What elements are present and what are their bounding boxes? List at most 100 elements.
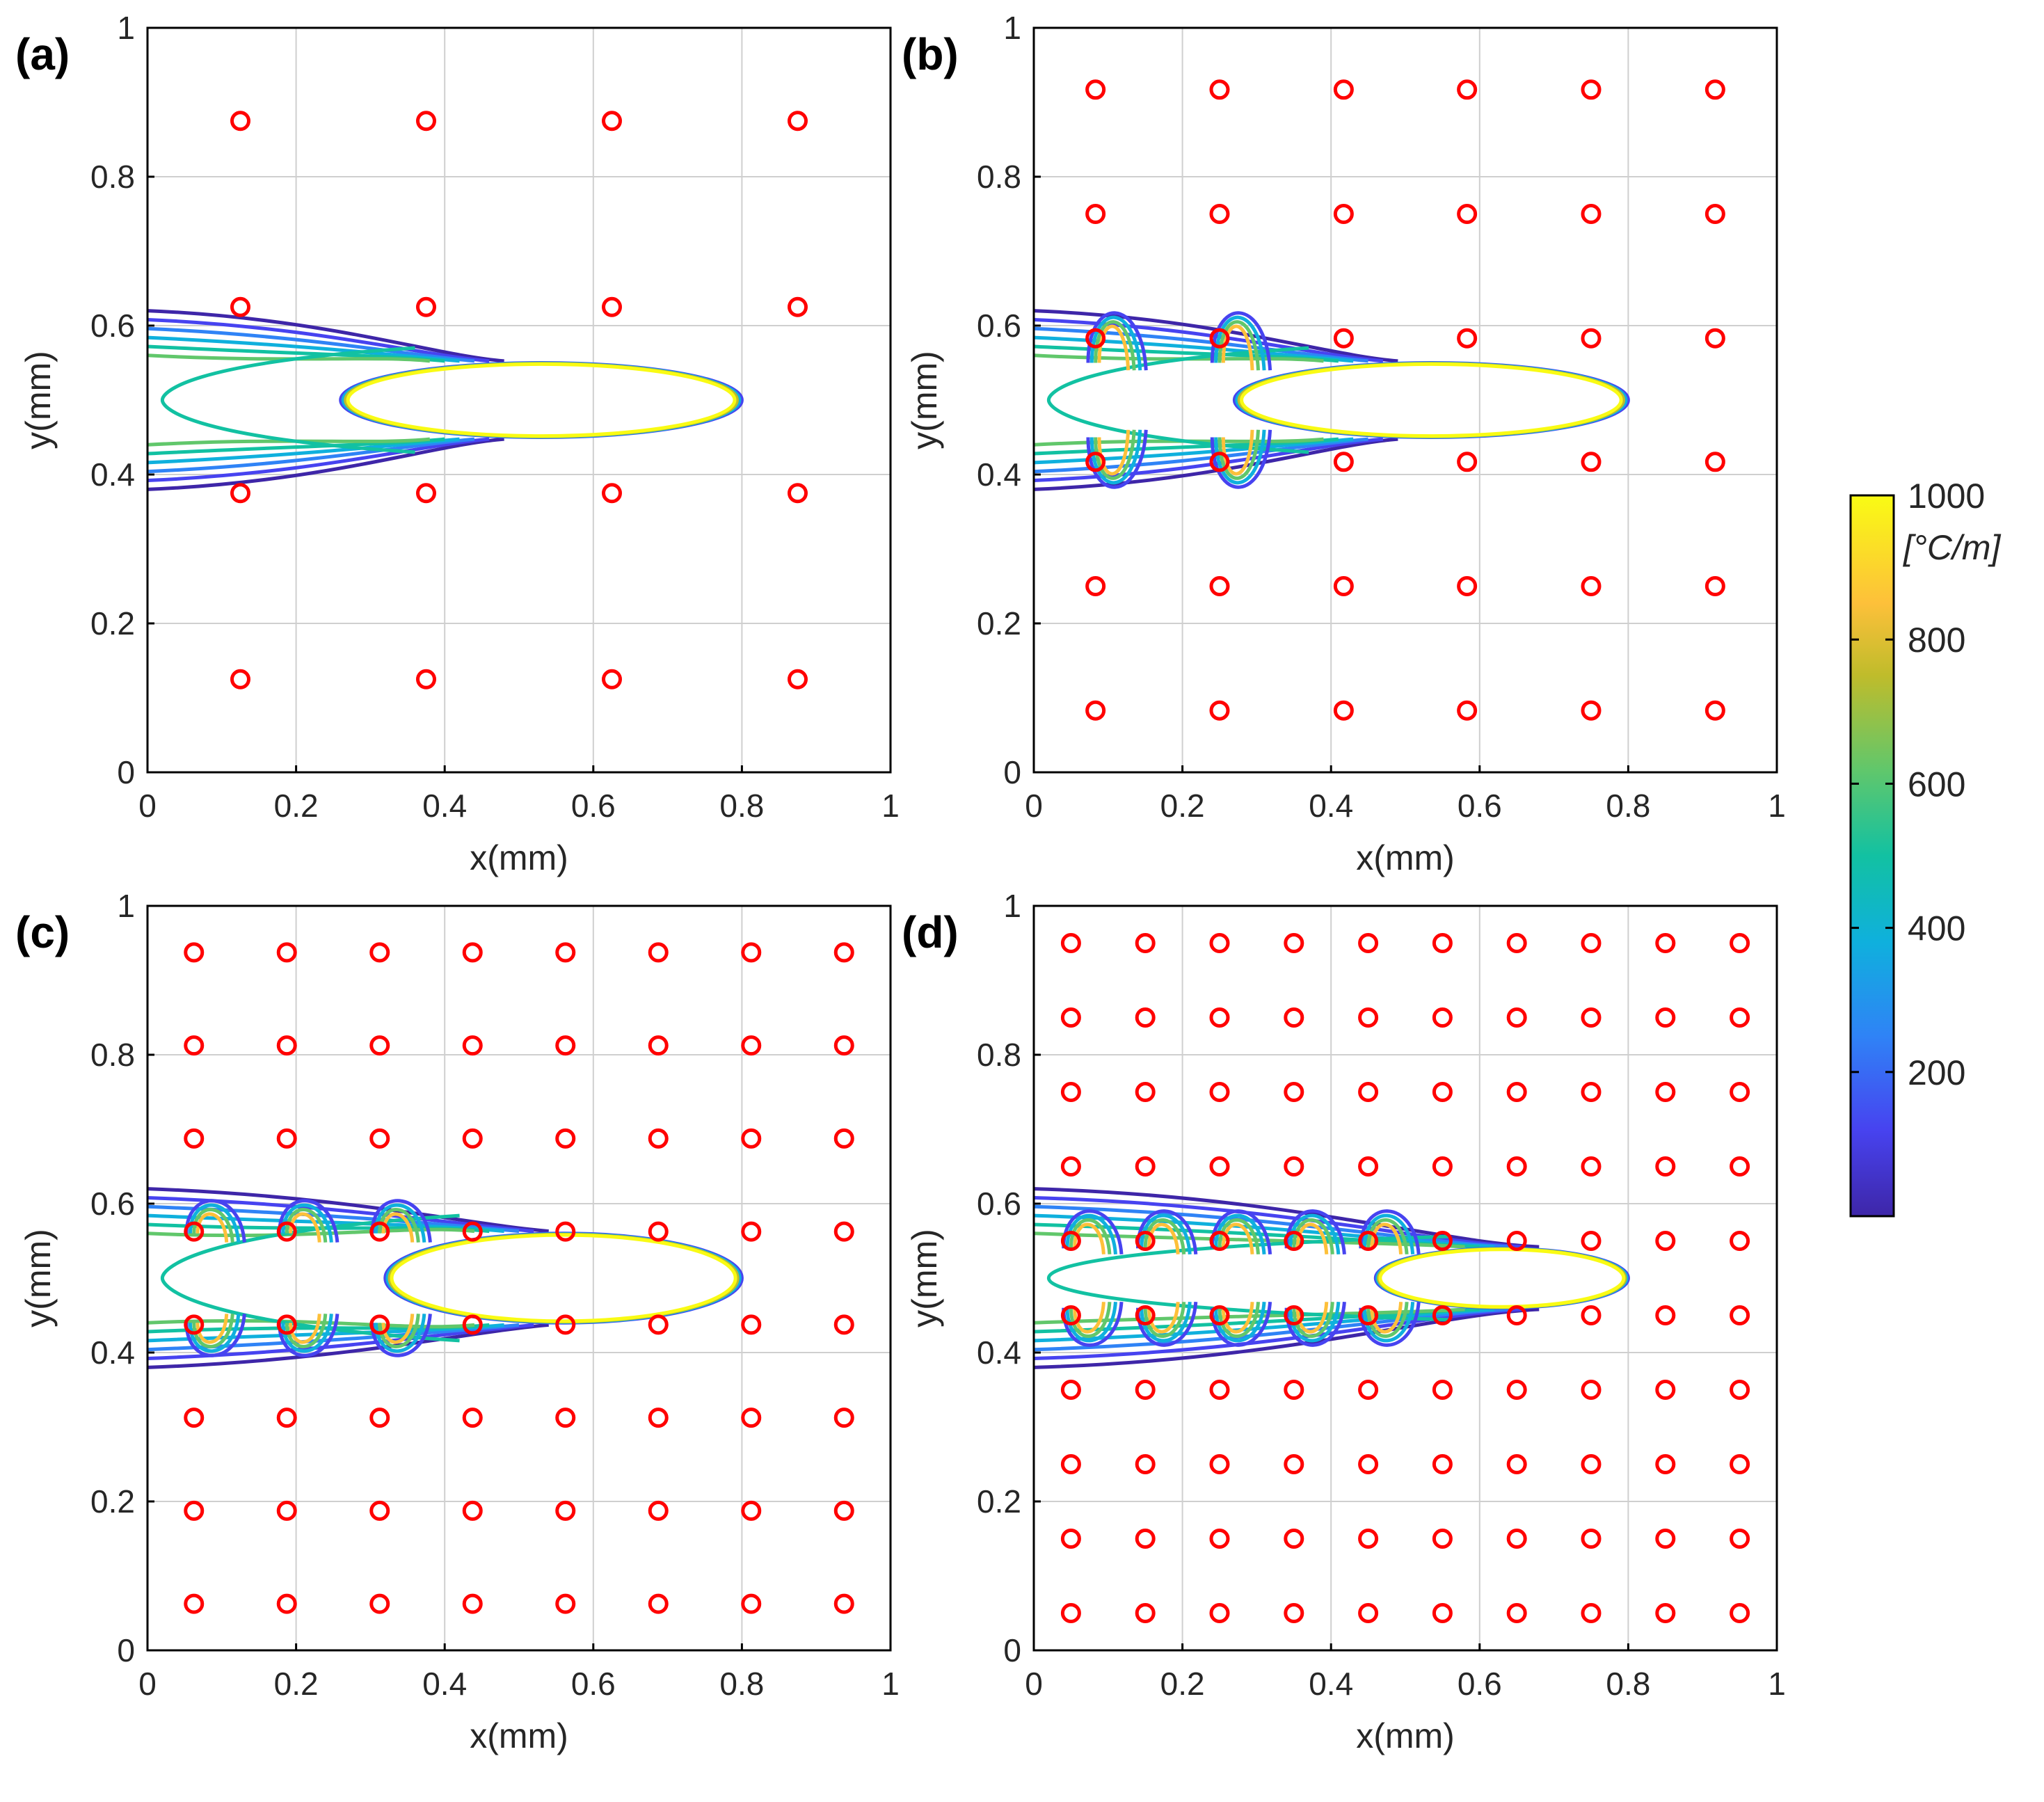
contour-line bbox=[1366, 1218, 1409, 1254]
contour-line bbox=[1221, 1222, 1254, 1254]
marker-point bbox=[1135, 1603, 1156, 1623]
marker-point bbox=[184, 942, 205, 963]
x-tick-label: 0.2 bbox=[274, 788, 319, 824]
marker-point bbox=[741, 1314, 762, 1335]
marker-point bbox=[1209, 1082, 1230, 1102]
marker-point bbox=[1085, 328, 1106, 349]
marker-point bbox=[555, 942, 576, 963]
marker-point bbox=[555, 1408, 576, 1428]
marker-point bbox=[276, 1314, 297, 1335]
marker-point bbox=[1209, 1454, 1230, 1474]
marker-point bbox=[462, 1314, 483, 1335]
contour-ellipse bbox=[346, 362, 737, 438]
marker-point bbox=[369, 1128, 390, 1149]
marker-point bbox=[648, 942, 669, 963]
marker-point bbox=[1457, 79, 1478, 100]
contour-line bbox=[184, 1314, 246, 1357]
marker-point bbox=[833, 1500, 854, 1521]
marker-point bbox=[1209, 1603, 1230, 1623]
marker-point bbox=[1209, 328, 1230, 349]
y-tick-label: 0.8 bbox=[90, 159, 135, 195]
x-axis-label: x(mm) bbox=[470, 838, 568, 877]
marker-point bbox=[1581, 933, 1602, 953]
y-tick-label: 1 bbox=[117, 888, 135, 924]
contour-line bbox=[1214, 315, 1266, 371]
contour-line bbox=[1086, 311, 1148, 371]
contour-line bbox=[1295, 1302, 1329, 1334]
contour-line bbox=[1097, 324, 1131, 371]
marker-point bbox=[741, 942, 762, 963]
marker-point bbox=[1358, 1082, 1379, 1102]
marker-point bbox=[1060, 1007, 1081, 1028]
x-tick-label: 1 bbox=[1768, 1666, 1786, 1702]
contour-line bbox=[147, 437, 490, 483]
marker-point bbox=[1655, 1380, 1676, 1400]
marker-point bbox=[1655, 1007, 1676, 1028]
marker-point bbox=[184, 1035, 205, 1056]
marker-point bbox=[462, 1221, 483, 1242]
marker-point bbox=[833, 1128, 854, 1149]
marker-point bbox=[1209, 204, 1230, 224]
y-tick-label: 0.8 bbox=[977, 1037, 1021, 1073]
marker-point bbox=[1506, 1082, 1527, 1102]
y-tick-label: 0.8 bbox=[90, 1037, 135, 1073]
tick-labels: 0 0.2 0.4 0.6 0.8 1 0 0.2 0.4 0.6 0.8 1 bbox=[90, 888, 900, 1702]
marker-point bbox=[833, 1221, 854, 1242]
marker-point bbox=[184, 1128, 205, 1149]
marker-point bbox=[1209, 1529, 1230, 1549]
marker-point bbox=[462, 1593, 483, 1614]
contour-line bbox=[147, 309, 504, 363]
marker-point bbox=[184, 1593, 205, 1614]
marker-point bbox=[1358, 933, 1379, 953]
marker-point bbox=[369, 1593, 390, 1614]
marker-point bbox=[1085, 452, 1106, 472]
contour-line bbox=[1284, 1302, 1346, 1347]
axis-box bbox=[1032, 904, 1778, 1652]
marker-point bbox=[1655, 1231, 1676, 1251]
marker-point bbox=[1581, 1156, 1602, 1177]
axis-box bbox=[146, 904, 892, 1652]
marker-point bbox=[416, 669, 436, 689]
contour-line bbox=[1370, 1302, 1403, 1334]
marker-point bbox=[1581, 700, 1602, 721]
marker-point bbox=[1506, 1231, 1527, 1251]
marker-point bbox=[833, 942, 854, 963]
contour-line bbox=[1210, 429, 1272, 489]
contour-line bbox=[147, 317, 490, 363]
marker-point bbox=[1581, 1529, 1602, 1549]
contour-line bbox=[1069, 1302, 1112, 1338]
colorbar-gradient bbox=[1849, 494, 1895, 1218]
marker-point bbox=[555, 1314, 576, 1335]
marker-point bbox=[369, 1035, 390, 1056]
contour-line bbox=[1073, 1222, 1105, 1254]
contour-line bbox=[147, 437, 504, 491]
x-tick-label: 0 bbox=[1025, 788, 1043, 824]
marker-point bbox=[1457, 204, 1478, 224]
marker-point bbox=[1730, 1156, 1750, 1177]
marker-point bbox=[648, 1035, 669, 1056]
contour-line bbox=[1062, 1302, 1124, 1347]
contour-line bbox=[281, 1203, 333, 1243]
marker-grid bbox=[230, 111, 808, 689]
contour-line bbox=[278, 1314, 340, 1357]
y-tick-label: 0.6 bbox=[977, 1186, 1021, 1222]
marker-point bbox=[1209, 700, 1230, 721]
marker-point bbox=[648, 1593, 669, 1614]
marker-point bbox=[1333, 204, 1354, 224]
marker-point bbox=[1060, 1231, 1081, 1251]
marker-point bbox=[276, 942, 297, 963]
marker-point bbox=[1704, 700, 1725, 721]
grid bbox=[147, 28, 891, 772]
contour-line bbox=[1097, 429, 1131, 476]
marker-point bbox=[833, 1314, 854, 1335]
x-tick-label: 0.4 bbox=[1309, 1666, 1353, 1702]
marker-point bbox=[1060, 1529, 1081, 1549]
contour-line bbox=[370, 1314, 432, 1357]
marker-point bbox=[1581, 328, 1602, 349]
marker-point bbox=[1209, 1305, 1230, 1325]
marker-point bbox=[788, 296, 808, 317]
contour-line bbox=[1073, 1302, 1105, 1334]
x-tick-label: 0 bbox=[1025, 1666, 1043, 1702]
plot-area bbox=[147, 28, 891, 772]
contour-line bbox=[1046, 346, 1309, 454]
